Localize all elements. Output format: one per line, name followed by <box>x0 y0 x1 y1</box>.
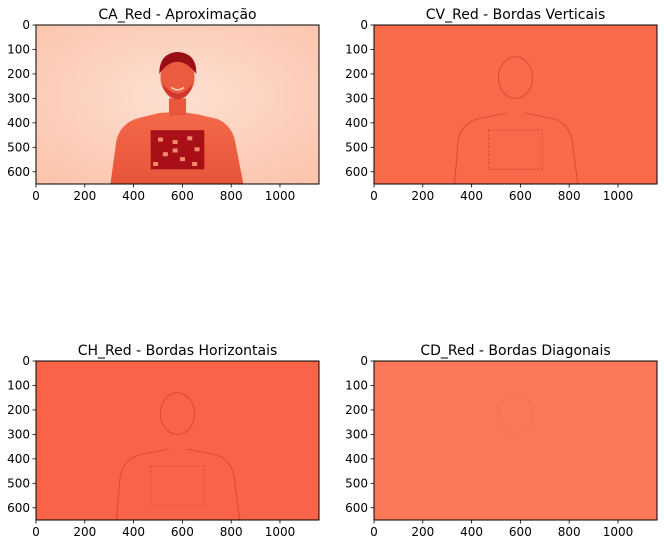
heatmap-image <box>374 361 657 520</box>
x-tick-label: 200 <box>73 189 96 203</box>
axes-frame <box>35 24 320 185</box>
x-tick-label: 600 <box>171 189 194 203</box>
image-background <box>374 25 657 184</box>
logo-speckle <box>187 136 193 141</box>
y-tick-label: 500 <box>7 140 30 154</box>
x-tick-label: 600 <box>509 189 532 203</box>
subplot-title: CV_Red - Bordas Verticais <box>426 7 606 23</box>
subplot-4: CD_Red - Bordas Diagonais 0 200 400 600 800 10… <box>345 343 658 539</box>
edge-left-shoulder <box>116 448 170 520</box>
x-tick-label: 1000 <box>603 525 634 539</box>
x-tick-label: 200 <box>73 525 96 539</box>
y-tick-label: 0 <box>360 18 368 32</box>
x-tick-label: 1000 <box>265 189 296 203</box>
y-tick-label: 200 <box>345 403 368 417</box>
y-tick-label: 300 <box>7 91 30 105</box>
x-tick-label: 0 <box>370 189 378 203</box>
x-tick-label: 800 <box>220 189 243 203</box>
y-tick-label: 300 <box>345 91 368 105</box>
x-tick-label: 200 <box>411 189 434 203</box>
y-tick-label: 600 <box>7 501 30 515</box>
heatmap-image <box>36 25 319 184</box>
y-tick-label: 200 <box>7 403 30 417</box>
neck-shape <box>168 98 187 116</box>
hair-shape <box>159 51 197 74</box>
x-tick-label: 1000 <box>603 189 634 203</box>
edge-left-shoulder <box>454 112 508 184</box>
edge-logo <box>488 129 543 170</box>
y-tick-label: 0 <box>22 354 30 368</box>
subplot-title: CD_Red - Bordas Diagonais <box>420 343 610 359</box>
y-tick-label: 300 <box>345 427 368 441</box>
y-tick-label: 600 <box>345 501 368 515</box>
logo-speckle <box>162 152 168 157</box>
y-tick-label: 100 <box>345 42 368 56</box>
edge-logo <box>150 465 205 506</box>
x-tick-label: 0 <box>32 525 40 539</box>
logo-speckle <box>153 161 159 166</box>
x-tick-label: 400 <box>460 525 483 539</box>
heatmap-image <box>374 25 657 184</box>
x-tick-label: 200 <box>411 525 434 539</box>
subplot-2: CV_Red - Bordas Verticais 0 200 400 600 800 10… <box>345 7 658 203</box>
smile-shape <box>170 86 185 91</box>
y-tick-label: 100 <box>345 378 368 392</box>
y-tick-label: 300 <box>7 427 30 441</box>
y-tick-label: 0 <box>22 18 30 32</box>
y-tick-label: 600 <box>345 165 368 179</box>
edge-right-shoulder <box>523 112 579 184</box>
y-tick-label: 0 <box>360 354 368 368</box>
y-tick-label: 400 <box>7 116 30 130</box>
x-tick-label: 800 <box>558 525 581 539</box>
x-tick-label: 400 <box>122 525 145 539</box>
subplot-title: CH_Red - Bordas Horizontais <box>78 343 278 359</box>
y-tick-label: 400 <box>345 116 368 130</box>
y-tick-label: 200 <box>345 67 368 81</box>
x-tick-label: 600 <box>171 525 194 539</box>
y-tick-label: 500 <box>345 476 368 490</box>
axes-frame <box>373 24 658 185</box>
x-tick-label: 0 <box>32 189 40 203</box>
logo-speckle <box>192 161 198 166</box>
axes-frame <box>373 360 658 521</box>
logo-speckle <box>172 139 178 144</box>
image-background <box>36 361 319 520</box>
axes-frame <box>35 360 320 521</box>
logo-speckle <box>194 147 200 152</box>
x-tick-label: 800 <box>558 189 581 203</box>
x-tick-label: 1000 <box>265 525 296 539</box>
head-shape <box>160 56 195 99</box>
y-tick-label: 100 <box>7 378 30 392</box>
edge-right-shoulder <box>185 448 241 520</box>
x-tick-label: 600 <box>509 525 532 539</box>
y-tick-label: 500 <box>345 140 368 154</box>
y-tick-label: 400 <box>345 452 368 466</box>
x-tick-label: 0 <box>370 525 378 539</box>
x-tick-label: 400 <box>122 189 145 203</box>
beard-shape <box>162 83 193 100</box>
edge-head <box>159 392 196 435</box>
y-tick-label: 100 <box>7 42 30 56</box>
y-tick-label: 200 <box>7 67 30 81</box>
y-tick-label: 500 <box>7 476 30 490</box>
y-tick-label: 600 <box>7 165 30 179</box>
x-tick-label: 800 <box>220 525 243 539</box>
y-tick-label: 400 <box>7 452 30 466</box>
edge-head <box>497 56 534 99</box>
image-background <box>374 361 657 520</box>
subplot-3: CH_Red - Bordas Horizontais 0 200 400 600 800… <box>7 343 320 539</box>
subplot-title: CA_Red - Aproximação <box>98 7 256 23</box>
logo-speckle <box>172 148 178 153</box>
subplot-1: CA_Red - Aproximação 0 200 400 600 800 1000 0 10… <box>7 7 320 203</box>
heatmap-image <box>36 361 319 520</box>
x-tick-label: 400 <box>460 189 483 203</box>
logo-speckle <box>157 137 163 142</box>
edge-faint <box>498 392 533 435</box>
logo-speckle <box>179 157 185 162</box>
